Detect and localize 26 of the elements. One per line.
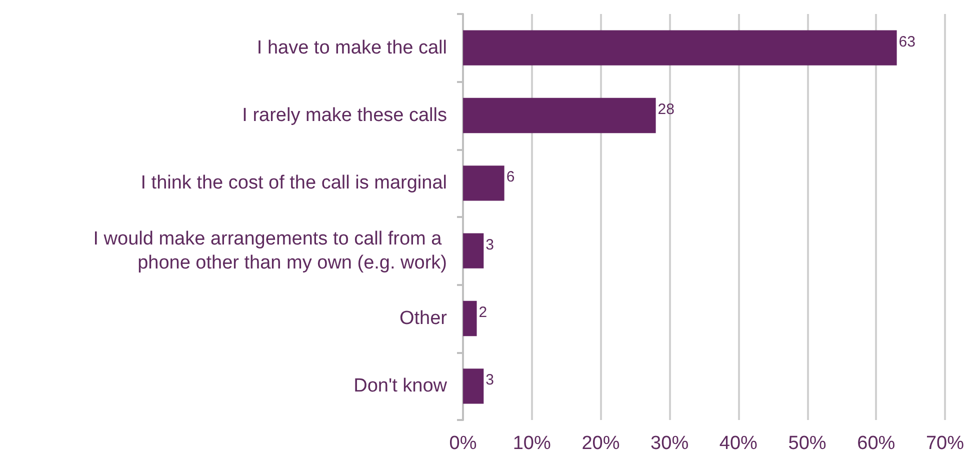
x-tick-label: 10%	[512, 433, 551, 454]
bar	[463, 98, 656, 134]
data-label: 3	[486, 236, 494, 254]
x-tick-label: 60%	[857, 433, 896, 454]
x-tick-label: 40%	[719, 433, 758, 454]
y-tick-label: I rarely make these calls	[242, 105, 447, 126]
bar	[463, 368, 484, 404]
y-tick-label: I would make arrangements to call from a phone other than my own (e.g. work)	[93, 228, 447, 274]
y-tick-label: Don't know	[354, 376, 448, 397]
data-label: 2	[478, 304, 488, 321]
x-tick-label: 20%	[582, 433, 620, 454]
y-tick-label: I have to make the call	[256, 37, 447, 58]
bar	[463, 233, 484, 268]
data-label: 3	[486, 372, 494, 389]
x-tick-label: 0%	[449, 433, 477, 454]
bar	[463, 30, 897, 66]
data-label: 63	[898, 33, 916, 50]
x-tick-label: 70%	[926, 433, 964, 454]
x-tick-label: 30%	[650, 433, 689, 454]
y-tick-label: I think the cost of the call is marginal	[140, 172, 447, 194]
data-label: 28	[658, 101, 674, 118]
data-label: 6	[506, 168, 515, 186]
x-tick-label: 50%	[788, 433, 826, 454]
bar	[463, 300, 477, 336]
y-tick-label: Other	[399, 308, 448, 329]
bar	[463, 166, 504, 201]
